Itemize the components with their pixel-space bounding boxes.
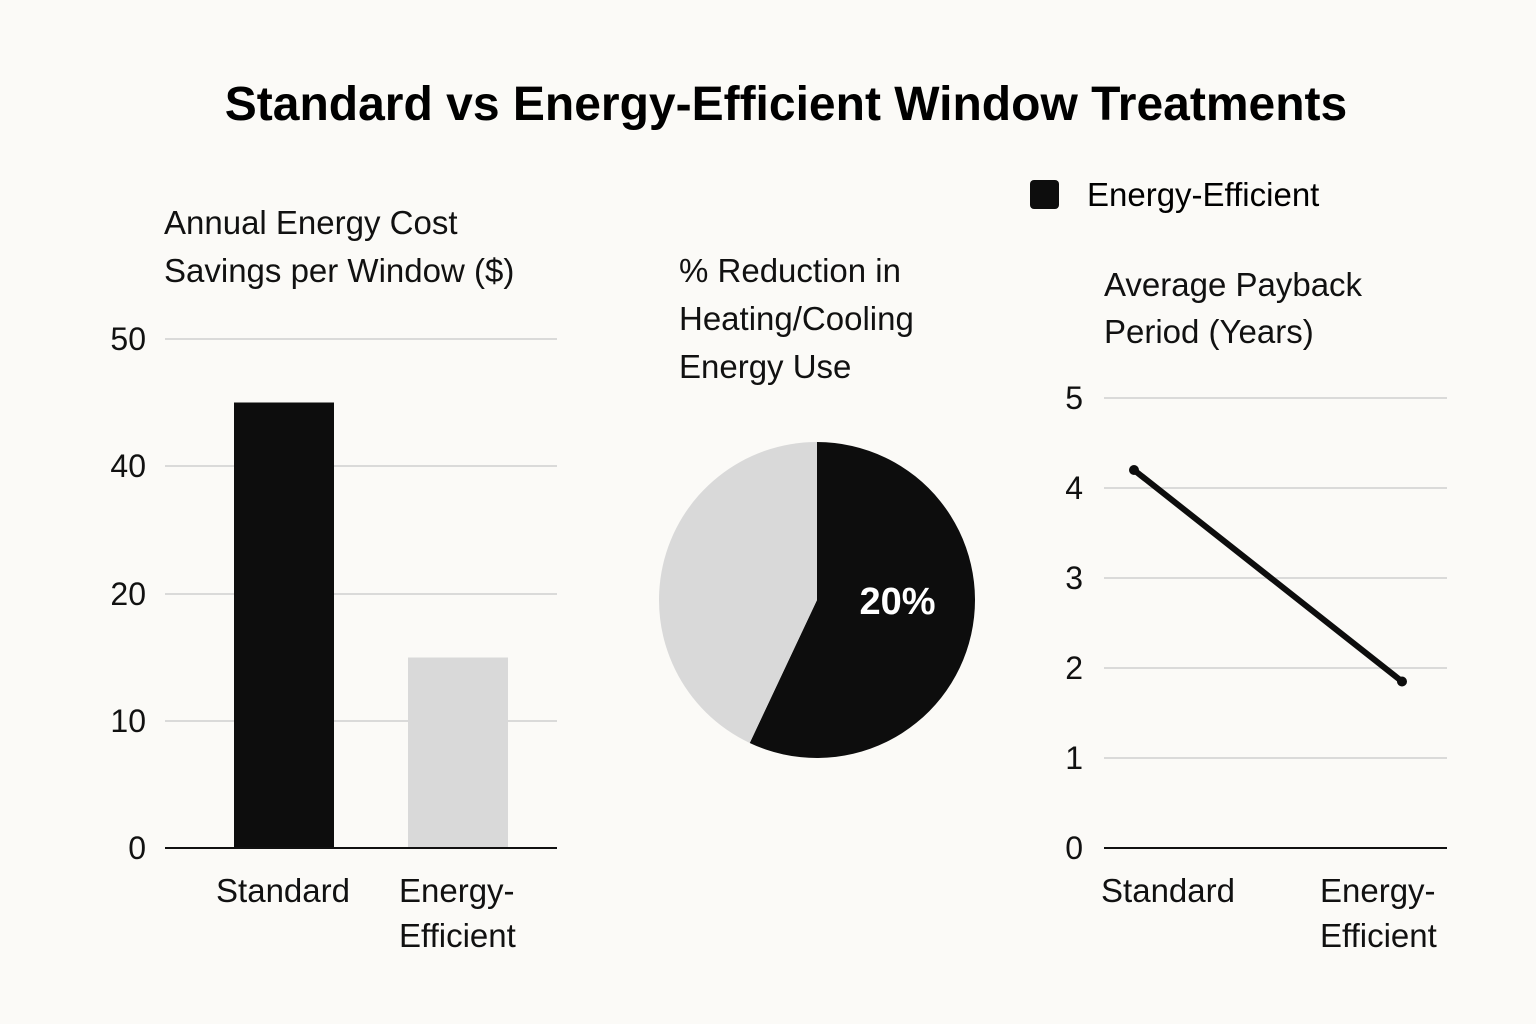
bar-y-tick-20: 20 xyxy=(110,576,146,612)
line-point-energy-efficient xyxy=(1397,676,1407,687)
bar-y-tick-50: 50 xyxy=(110,321,146,357)
pie-chart-slices xyxy=(659,442,975,758)
bar-chart-title-line-1: Savings per Window ($) xyxy=(164,252,514,289)
figure-title: Standard vs Energy-Efficient Window Trea… xyxy=(225,78,1347,131)
line-chart-y-ticks: 0 1 2 3 4 5 xyxy=(1065,380,1083,866)
bar-x-label-energy-efficient-0: Energy- xyxy=(399,872,515,909)
line-y-tick-5: 5 xyxy=(1065,380,1083,416)
line-y-tick-3: 3 xyxy=(1065,560,1083,596)
pie-chart-labels: 20% xyxy=(859,581,935,623)
bar-standard xyxy=(234,402,334,848)
bar-y-tick-10: 10 xyxy=(110,703,146,739)
pie-chart-title-line-2: Energy Use xyxy=(679,348,851,385)
legend: Energy-Efficient xyxy=(1030,176,1319,213)
bar-y-tick-40: 40 xyxy=(110,448,146,484)
pie-slice-label-energy-efficient: 20% xyxy=(859,581,935,623)
line-chart-x-labels: Standard Energy- Efficient xyxy=(1101,872,1437,954)
bar-chart-y-ticks: 0 10 20 40 50 xyxy=(110,321,146,866)
line-chart-title: Average Payback Period (Years) xyxy=(1104,266,1363,350)
bar-chart-title-line-0: Annual Energy Cost xyxy=(164,204,458,241)
line-point-standard xyxy=(1129,465,1139,475)
line-chart-title-line-0: Average Payback xyxy=(1104,266,1363,303)
bar-y-tick-0: 0 xyxy=(128,830,146,866)
line-x-label-energy-efficient-1: Efficient xyxy=(1320,917,1437,954)
bar-energy-efficient xyxy=(408,657,508,848)
pie-slice-standard xyxy=(659,442,817,743)
bar-x-label-energy-efficient-1: Efficient xyxy=(399,917,516,954)
legend-label-energy-efficient: Energy-Efficient xyxy=(1087,176,1319,213)
bar-chart: Annual Energy Cost Savings per Window ($)… xyxy=(110,204,557,954)
line-x-label-standard-0: Standard xyxy=(1101,872,1235,909)
line-chart-series xyxy=(1129,465,1407,687)
bar-chart-title: Annual Energy Cost Savings per Window ($) xyxy=(164,204,514,289)
line-chart-title-line-1: Period (Years) xyxy=(1104,313,1314,350)
bar-chart-bars xyxy=(234,402,508,848)
line-x-label-energy-efficient-0: Energy- xyxy=(1320,872,1436,909)
line-y-tick-4: 4 xyxy=(1065,470,1083,506)
legend-swatch-energy-efficient xyxy=(1030,180,1059,209)
line-y-tick-1: 1 xyxy=(1065,740,1083,776)
line-chart: Average Payback Period (Years) 0 1 2 3 4 5 Sta… xyxy=(1065,266,1447,954)
pie-slice-energy-efficient xyxy=(749,442,975,758)
pie-chart-title-line-1: Heating/Cooling xyxy=(679,300,914,337)
line-series-path xyxy=(1131,467,1405,685)
bar-x-label-standard-0: Standard xyxy=(216,872,350,909)
line-y-tick-2: 2 xyxy=(1065,650,1083,686)
bar-chart-x-labels: Standard Energy- Efficient xyxy=(216,872,516,954)
line-y-tick-0: 0 xyxy=(1065,830,1083,866)
pie-chart-title-line-0: % Reduction in xyxy=(679,252,901,289)
pie-chart-title: % Reduction in Heating/Cooling Energy Use xyxy=(679,252,914,385)
